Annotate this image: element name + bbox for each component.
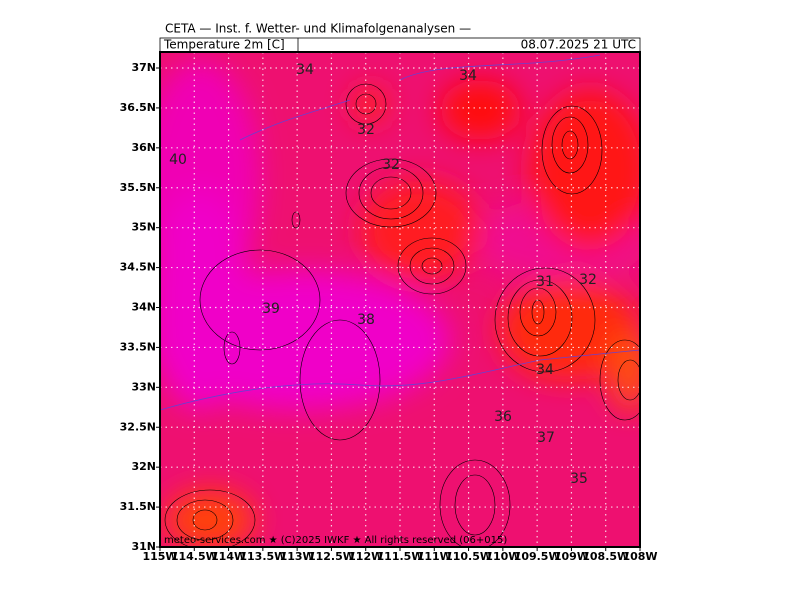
lon-label: 110W [485,550,520,563]
contour-label: 31 [536,274,554,290]
river [239,54,601,141]
contour-label: 32 [579,272,597,288]
valid-time: 08.07.2025 21 UTC [521,38,636,52]
contour-label: 34 [459,68,477,84]
footer: meteo-services.com ★ (C)2025 IWKF ★ All … [164,535,507,546]
lat-label: 32N [131,460,156,473]
lon-label: 108.5W [582,550,629,563]
lat-label: 37N [131,61,156,74]
contours [164,83,640,547]
lon-label: 112.5W [308,550,355,563]
contour-label: 37 [537,430,555,446]
river [160,349,640,411]
lon-label: 109W [554,550,589,563]
lat-label: 36N [131,141,156,154]
contour-label: 40 [169,152,187,168]
lat-label: 36.5N [120,101,156,114]
field-shading [160,60,640,547]
contour-label: 36 [494,409,512,425]
lat-label: 35N [131,221,156,234]
lat-label: 33N [131,380,156,393]
contour-label: 35 [570,471,588,487]
contour-label: 34 [296,62,314,78]
contour-label: 38 [357,312,375,328]
lon-label: 112W [348,550,383,563]
lat-label: 35.5N [120,181,156,194]
lon-label: 114.5W [171,550,218,563]
lat-label: 34.5N [120,261,156,274]
grid [160,52,640,547]
lat-label: 34N [131,301,156,314]
lon-label: 114W [211,550,246,563]
lon-label: 111W [417,550,452,563]
lon-label: 115W [142,550,177,563]
header-title: CETA — Inst. f. Wetter- und Klimafolgena… [165,22,471,36]
contour-label: 39 [262,301,280,317]
lat-label: 31.5N [120,500,156,513]
contour-labels: 34 34 32 40 32 31 32 39 38 34 36 37 35 [169,62,597,487]
axis-ticks: 37N 36.5N 36N 35.5N 35N 34.5N 34N 33.5N 33N 32.5N… [120,61,658,563]
lon-label: 113.5W [239,550,286,563]
lon-label: 109.5W [514,550,561,563]
contour-label: 32 [382,157,400,173]
lon-label: 111.5W [377,550,424,563]
lon-label: 110.5W [445,550,492,563]
variable-label: Temperature 2m [C] [163,38,285,52]
contour-label: 34 [536,362,554,378]
lat-label: 31N [131,540,156,553]
lat-label: 33.5N [120,340,156,353]
field: 34 34 32 40 32 31 32 39 38 34 36 37 35 [160,52,640,547]
contour-label: 32 [357,122,375,138]
lat-label: 32.5N [120,420,156,433]
lon-label: 108W [622,550,657,563]
lon-label: 113W [280,550,315,563]
